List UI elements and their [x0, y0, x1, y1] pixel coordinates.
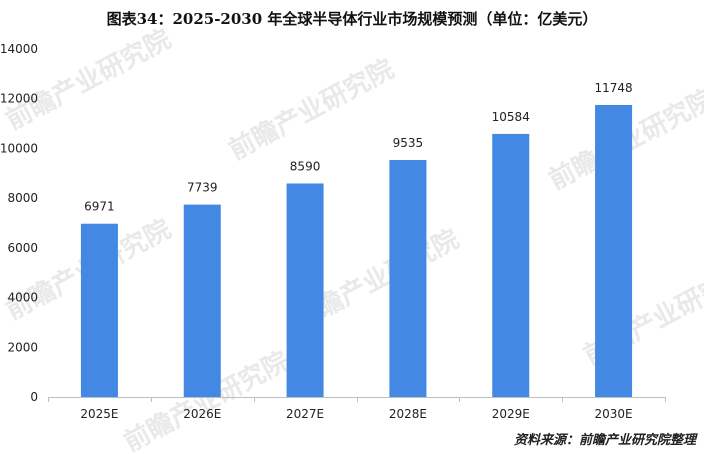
y-tick-label: 10000 [0, 141, 38, 155]
y-tick-label: 4000 [7, 291, 38, 305]
x-tick-label: 2028E [389, 407, 427, 421]
bar-2029E [492, 133, 530, 398]
x-tick-label: 2026E [183, 407, 221, 421]
x-tick-label: 2029E [492, 407, 530, 421]
y-tick-label: 2000 [7, 340, 38, 354]
x-tick-label: 2027E [286, 407, 324, 421]
bar-2028E [389, 159, 427, 397]
x-tick-label: 2025E [80, 407, 118, 421]
y-tick-label: 12000 [0, 92, 38, 106]
y-tick-label: 14000 [0, 42, 38, 56]
data-label: 8590 [290, 159, 321, 173]
bar-2026E [183, 204, 221, 397]
y-tick-label: 0 [30, 390, 38, 404]
bar-2027E [286, 183, 324, 397]
data-label: 6971 [84, 200, 115, 214]
bars [80, 104, 633, 398]
y-axis: 0 2000 4000 6000 8000 10000 12000 14000 [0, 42, 38, 404]
watermark-1: 前瞻产业研究院 [224, 53, 399, 166]
watermark-0: 前瞻产业研究院 [1, 23, 176, 136]
data-label: 7739 [187, 181, 218, 195]
y-tick-label: 8000 [7, 191, 38, 205]
chart-title: 图表34：2025-2030 年全球半导体行业市场规模预测（单位：亿美元） [106, 10, 598, 28]
bar-2025E [80, 223, 118, 397]
x-tick-label: 2030E [595, 407, 633, 421]
data-label: 11748 [594, 81, 632, 95]
x-axis: 2025E 2026E 2027E 2028E 2029E 2030E [48, 397, 666, 421]
y-tick-label: 6000 [7, 241, 38, 255]
data-labels: 6971 7739 8590 9535 10584 11748 [84, 81, 633, 214]
source-note: 资料来源：前瞻产业研究院整理 [513, 433, 696, 448]
data-label: 10584 [492, 110, 530, 124]
bar-2030E [595, 104, 633, 398]
data-label: 9535 [393, 136, 424, 150]
